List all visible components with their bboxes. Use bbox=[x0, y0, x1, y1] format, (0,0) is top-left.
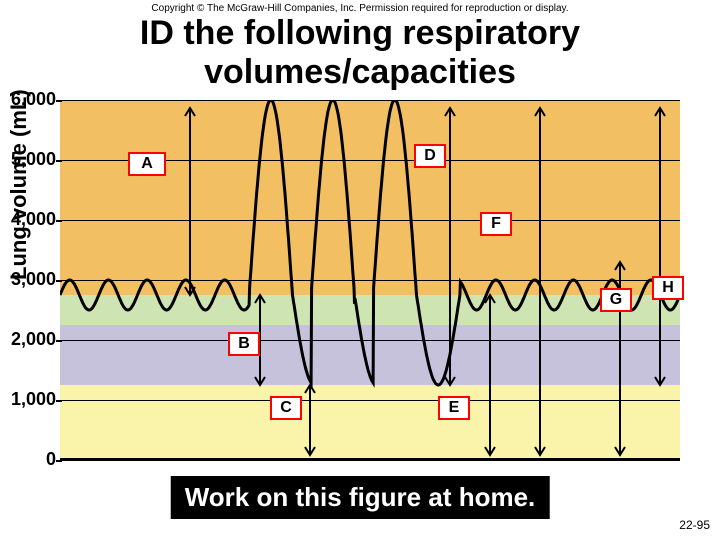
y-tick-label: 4,000 bbox=[2, 209, 56, 230]
y-tick-mark bbox=[56, 400, 62, 402]
copyright-text: Copyright © The McGraw-Hill Companies, I… bbox=[151, 3, 568, 14]
y-tick-label: 2,000 bbox=[2, 329, 56, 350]
y-tick-mark bbox=[56, 220, 62, 222]
y-tick-label: 5,000 bbox=[2, 149, 56, 170]
label-box-c: C bbox=[270, 396, 302, 420]
label-box-f: F bbox=[480, 212, 512, 236]
x-axis-baseline bbox=[60, 458, 680, 460]
caption-banner: Work on this figure at home. bbox=[171, 476, 550, 519]
label-box-b: B bbox=[228, 332, 260, 356]
y-axis-label: Lung volume (mL) bbox=[6, 89, 32, 280]
y-tick-mark bbox=[56, 340, 62, 342]
y-tick-label: 1,000 bbox=[2, 389, 56, 410]
label-box-a: A bbox=[128, 152, 166, 176]
gridline bbox=[60, 460, 680, 461]
label-box-d: D bbox=[414, 144, 446, 168]
y-tick-mark bbox=[56, 160, 62, 162]
spirogram-plot: ABCDEFGH bbox=[60, 100, 680, 460]
page-number: 22-95 bbox=[679, 518, 710, 532]
page-title: ID the following respiratory volumes/cap… bbox=[0, 14, 720, 92]
y-tick-mark bbox=[56, 460, 62, 462]
label-box-e: E bbox=[438, 396, 470, 420]
label-box-g: G bbox=[600, 288, 632, 312]
title-line: ID the following respiratory bbox=[0, 14, 720, 53]
label-box-h: H bbox=[652, 276, 684, 300]
y-tick-label: 3,000 bbox=[2, 269, 56, 290]
y-tick-mark bbox=[56, 100, 62, 102]
title-line: volumes/capacities bbox=[0, 53, 720, 92]
y-tick-label: 6,000 bbox=[2, 89, 56, 110]
y-tick-label: 0 bbox=[2, 449, 56, 470]
y-tick-mark bbox=[56, 280, 62, 282]
